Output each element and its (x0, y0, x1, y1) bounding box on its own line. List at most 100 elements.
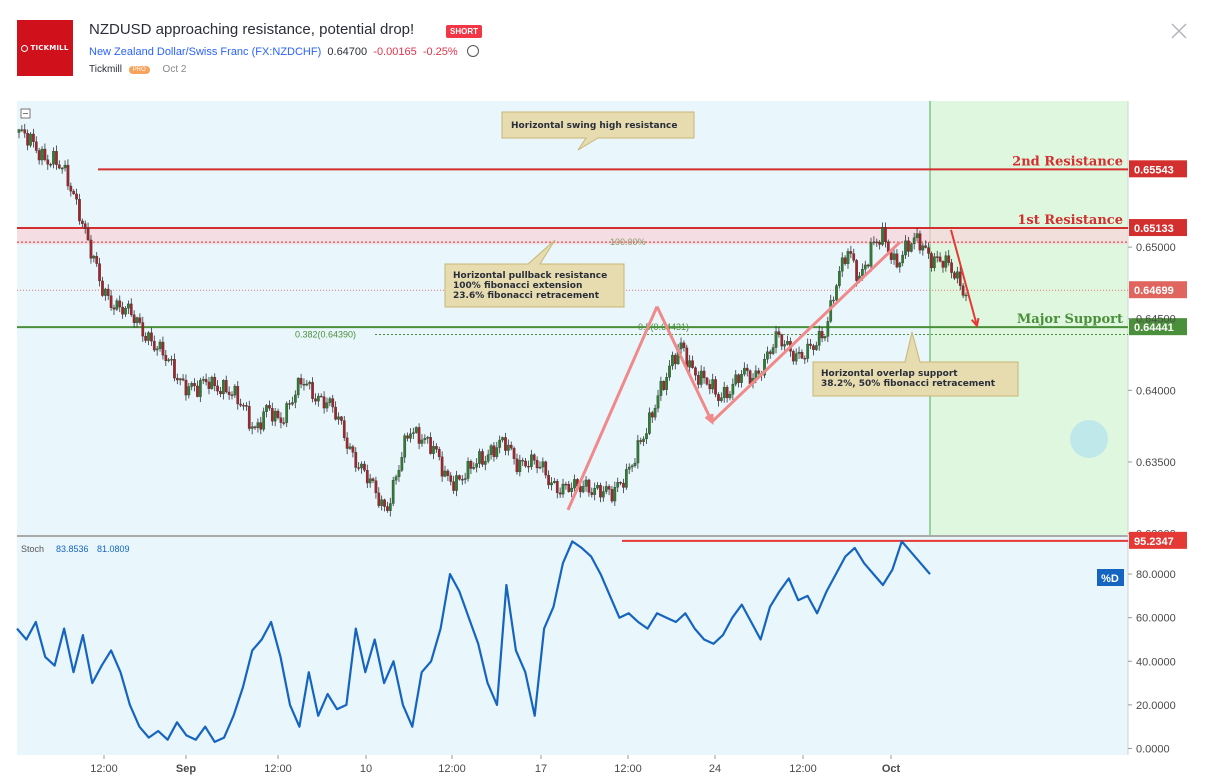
candle-body (135, 317, 139, 324)
close-icon[interactable] (1168, 20, 1190, 42)
candle-body (26, 132, 29, 146)
price-tag-text: 0.65543 (1134, 164, 1174, 176)
level-layer: 2nd Resistance 0.65543 1st Resistance 0.651… (17, 154, 1187, 339)
symbol-link[interactable]: New Zealand Dollar/Swiss Franc (FX:NZDCH… (89, 46, 322, 58)
time-axis-label: 12:00 (614, 763, 642, 775)
time-axis-label: 12:00 (90, 763, 118, 775)
callout-swing-high[interactable]: Horizontal swing high resistance (501, 111, 695, 151)
candle-body (426, 437, 430, 439)
candle-body (342, 420, 346, 438)
candle-body (458, 475, 461, 480)
candle-body (964, 294, 968, 297)
candle-body (524, 460, 527, 467)
candle-body (92, 255, 96, 259)
candle-body (328, 398, 332, 403)
candle-body (601, 491, 605, 498)
candle-body (331, 398, 335, 408)
idea-title: NZDUSD approaching resistance, potential… (89, 21, 415, 38)
candle-body (411, 432, 415, 434)
candle-body (219, 391, 222, 395)
candle-body (158, 341, 162, 349)
candle-body (285, 403, 289, 423)
stoch-axis-label: 80.0000 (1136, 569, 1176, 581)
candle-body (904, 240, 907, 256)
candle-body (46, 159, 50, 165)
candle-body (414, 427, 418, 433)
candle-body (409, 433, 412, 439)
candle-body (363, 463, 366, 471)
candle-body (682, 342, 686, 348)
candle-body (748, 370, 752, 384)
candle-body (587, 479, 591, 493)
candle-body (521, 460, 525, 462)
level-label: 1st Resistance (1017, 213, 1123, 228)
candle-body (898, 262, 902, 268)
candle-body (820, 331, 824, 339)
callout-swing-high-box (501, 111, 695, 151)
candle-body (78, 199, 81, 222)
candle-body (843, 257, 847, 264)
candle-body (296, 377, 300, 396)
candle-body (308, 382, 312, 385)
candle-body (892, 253, 896, 260)
candle-body (262, 411, 266, 430)
candle-body (639, 440, 643, 442)
candle-body (265, 405, 268, 412)
fib-label: 0.382(0.64390) (295, 329, 356, 339)
candle-body (846, 251, 850, 264)
candle-body (636, 440, 640, 464)
candle-body (98, 263, 101, 282)
time-axis[interactable]: 12:00 Sep 12:00 10 12:00 17 12:00 24 12:00 Oct (90, 755, 901, 775)
candle-body (832, 299, 835, 302)
candle-body (72, 191, 76, 195)
candle-body (227, 391, 231, 395)
candle-body (299, 377, 303, 385)
candle-body (791, 351, 795, 362)
candle-body (236, 386, 240, 405)
candle-body (561, 483, 565, 495)
candle-body (270, 408, 274, 422)
swing-leg-line (566, 305, 659, 511)
candle-body (463, 478, 467, 480)
candle-body (23, 129, 27, 134)
candle-body (383, 499, 386, 507)
candle-body (705, 377, 709, 385)
candle-body (613, 487, 617, 502)
candle-body (224, 380, 228, 393)
candle-body (826, 321, 830, 337)
price-axis-label: 0.64500 (1136, 314, 1176, 326)
price-axis-label: 0.65000 (1136, 242, 1176, 254)
candle-body (944, 255, 948, 268)
callout-line: Horizontal overlap support (821, 369, 958, 379)
candle-body (719, 397, 723, 401)
candle-body (766, 351, 769, 360)
candle-body (512, 448, 516, 459)
time-axis-label: Sep (176, 763, 196, 775)
candle-body (60, 167, 64, 170)
candle-body (578, 486, 582, 493)
candle-body (702, 370, 706, 379)
candle-body (731, 383, 735, 395)
callout-overlap[interactable]: Horizontal overlap support 38.2%, 50% fib… (812, 331, 1019, 397)
candle-body (544, 461, 548, 476)
current-price-tag (1129, 281, 1187, 299)
stoch-pane-background (17, 537, 1128, 755)
candle-body (515, 458, 519, 473)
author-name[interactable]: Tickmill (89, 64, 122, 75)
candle-body (239, 403, 242, 406)
alarm-clock-icon[interactable] (466, 45, 479, 57)
candle-body (337, 416, 340, 420)
chart-area[interactable]: 2nd Resistance 0.65543 1st Resistance 0.651… (0, 100, 1207, 783)
candle-body (757, 370, 761, 374)
candle-body (89, 239, 93, 259)
callout-pullback[interactable]: Horizontal pullback resistance 100% fibon… (444, 239, 625, 308)
candle-body (581, 486, 585, 493)
candle-body (455, 475, 458, 491)
candle-body (863, 264, 867, 270)
candle-body (360, 463, 363, 469)
candle-body (106, 288, 110, 296)
stoch-level-tag (1129, 531, 1187, 549)
candle-body (616, 482, 620, 488)
candle-body (161, 341, 165, 356)
